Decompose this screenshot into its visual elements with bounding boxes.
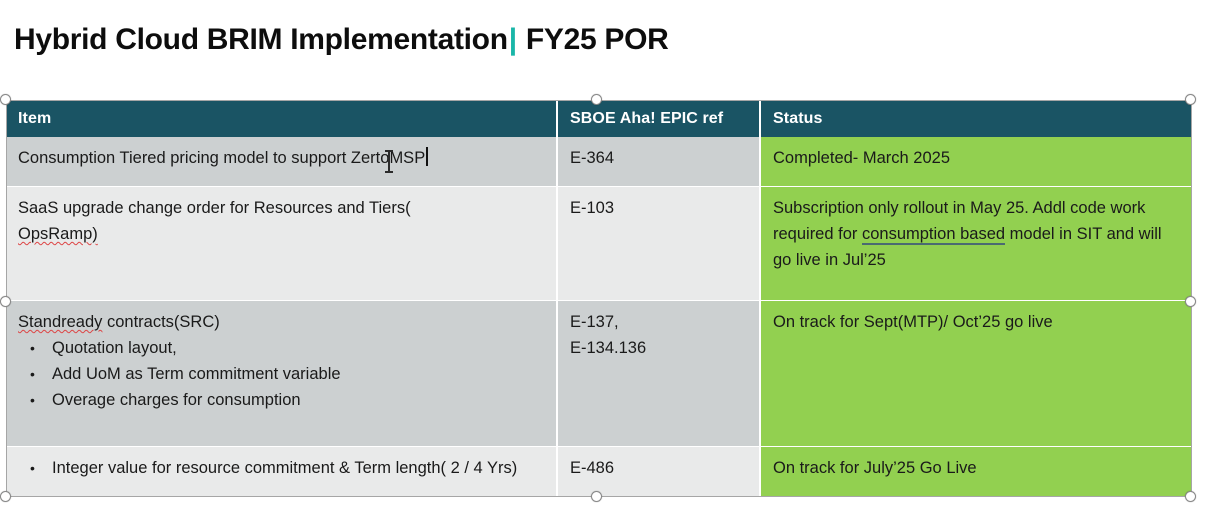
column-header-epic[interactable]: SBOE Aha! EPIC ref <box>557 100 761 137</box>
resize-handle-top-left[interactable] <box>0 94 11 105</box>
column-header-status[interactable]: Status <box>760 100 1192 137</box>
bullet-list-4: Integer value for resource commitment & … <box>18 455 544 481</box>
item-heading-3-misspelled: Standready <box>18 313 103 331</box>
table-row[interactable]: Standready contracts(SRC) Quotation layo… <box>6 300 1192 447</box>
resize-handle-top-right[interactable] <box>1185 94 1196 105</box>
resize-handle-bottom-left[interactable] <box>0 491 11 502</box>
page-title-left: Hybrid Cloud BRIM Implementation <box>14 23 508 56</box>
table-header-row: Item SBOE Aha! EPIC ref Status <box>6 100 1192 137</box>
item-line-2-misspelled: OpsRamp) <box>18 225 98 244</box>
table-row[interactable]: SaaS upgrade change order for Resources … <box>6 186 1192 301</box>
epic-line-1: E-137, <box>570 313 619 331</box>
item-text-1: Consumption Tiered pricing model to supp… <box>18 149 390 167</box>
item-text-1-tail: MSP <box>389 149 426 167</box>
cell-epic-1[interactable]: E-364 <box>557 137 761 188</box>
page-title: Hybrid Cloud BRIM Implementation| FY25 P… <box>14 20 669 60</box>
status-text-part1: Subscription only rollout in May 25. Add… <box>773 199 1146 244</box>
list-item: Overage charges for consumption <box>18 387 544 413</box>
cell-status-3[interactable]: On track for Sept(MTP)/ Oct’25 go live <box>760 300 1192 447</box>
cell-item-2[interactable]: SaaS upgrade change order for Resources … <box>6 186 558 301</box>
cell-epic-4[interactable]: E-486 <box>557 446 761 498</box>
list-item: Quotation layout, <box>18 335 544 361</box>
page-title-right: FY25 POR <box>525 23 669 56</box>
cell-item-1[interactable]: Consumption Tiered pricing model to supp… <box>6 137 558 188</box>
status-text-part2: model in SIT and will go live in Jul’25 <box>773 225 1162 270</box>
cell-item-4[interactable]: Integer value for resource commitment & … <box>6 446 558 498</box>
por-table-container[interactable]: Item SBOE Aha! EPIC ref Status Consumpti… <box>0 94 1196 502</box>
table-row[interactable]: Integer value for resource commitment & … <box>6 446 1192 498</box>
cell-epic-3[interactable]: E-137, E-134.136 <box>557 300 761 447</box>
bullet-list-3: Quotation layout, Add UoM as Term commit… <box>18 335 544 413</box>
cell-item-3[interactable]: Standready contracts(SRC) Quotation layo… <box>6 300 558 447</box>
column-header-item[interactable]: Item <box>6 100 558 137</box>
item-heading-3-rest: contracts(SRC) <box>102 313 220 331</box>
item-line-1: SaaS upgrade change order for Resources … <box>18 199 411 218</box>
cell-status-1[interactable]: Completed- March 2025 <box>760 137 1192 188</box>
resize-handle-bottom-right[interactable] <box>1185 491 1196 502</box>
cell-epic-2[interactable]: E-103 <box>557 186 761 301</box>
resize-handle-bottom-middle[interactable] <box>591 491 602 502</box>
title-separator: | <box>508 23 517 56</box>
item-heading-3: Standready contracts(SRC) <box>18 309 544 335</box>
text-caret <box>426 147 429 166</box>
list-item: Add UoM as Term commitment variable <box>18 361 544 387</box>
table-row[interactable]: Consumption Tiered pricing model to supp… <box>6 137 1192 188</box>
cell-status-4[interactable]: On track for July’25 Go Live <box>760 446 1192 498</box>
resize-handle-top-middle[interactable] <box>591 94 602 105</box>
status-text-underlined: consumption based <box>861 225 1006 246</box>
cell-status-2[interactable]: Subscription only rollout in May 25. Add… <box>760 186 1192 301</box>
resize-handle-middle-right[interactable] <box>1185 296 1196 307</box>
list-item: Integer value for resource commitment & … <box>18 455 544 481</box>
resize-handle-middle-left[interactable] <box>0 296 11 307</box>
por-table[interactable]: Item SBOE Aha! EPIC ref Status Consumpti… <box>6 100 1192 498</box>
epic-line-2: E-134.136 <box>570 339 647 357</box>
